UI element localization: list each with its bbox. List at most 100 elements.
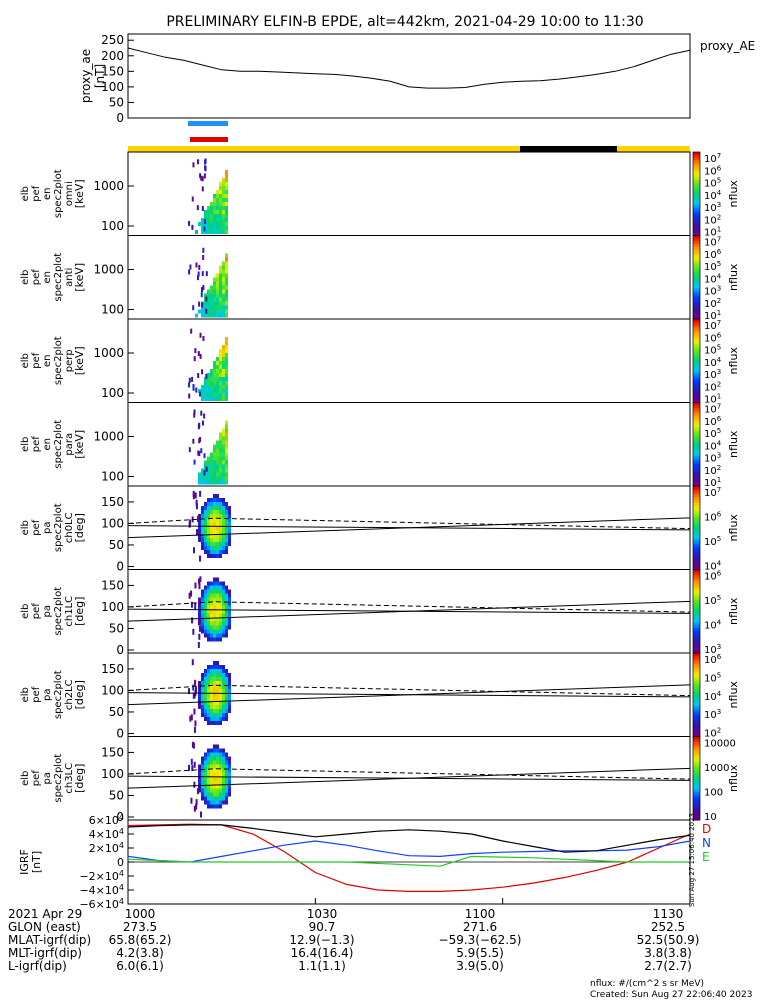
heatmap-cell	[207, 760, 210, 765]
heatmap-cell	[225, 170, 228, 174]
heatmap-cell	[222, 345, 225, 349]
ae-line	[127, 47, 691, 89]
heatmap-cell	[219, 788, 222, 793]
colorbar-cell	[693, 783, 700, 788]
heatmap-cell	[219, 265, 222, 270]
heatmap-cell	[207, 214, 210, 218]
colorbar-tick-label: 107	[704, 152, 721, 165]
heatmap-cell	[207, 800, 210, 805]
heatmap-cell	[213, 444, 216, 449]
colorbar-cell	[693, 797, 700, 802]
heatmap-cell	[222, 526, 225, 530]
colorbar-cell	[693, 152, 700, 156]
heatmap-cell	[195, 499, 198, 506]
colorbar-cell	[693, 794, 700, 799]
heatmap-cell	[201, 705, 204, 709]
heatmap-cell	[222, 776, 225, 781]
heatmap-cell	[201, 796, 204, 801]
colorbar-cell	[693, 388, 700, 392]
heatmap-cell	[225, 681, 228, 685]
heatmap-cell	[219, 530, 222, 534]
heatmap-cell	[213, 393, 216, 397]
heatmap-cell	[216, 476, 219, 481]
heatmap-cell	[219, 293, 222, 298]
heatmap-cell	[216, 589, 219, 594]
heatmap-cell	[219, 277, 222, 282]
colorbar-cell	[693, 277, 700, 281]
heatmap-cell	[219, 609, 222, 614]
heatmap-cell	[188, 688, 191, 695]
heatmap-cell	[216, 697, 219, 701]
heatmap-cell	[222, 534, 225, 538]
heatmap-cell	[219, 677, 222, 681]
heatmap-cell	[225, 685, 228, 689]
colorbar-frame	[692, 736, 701, 821]
panel-ylabel: [deg]	[73, 513, 86, 542]
heatmap-cell	[225, 289, 228, 294]
heatmap-cell	[219, 281, 222, 286]
heatmap-cell	[210, 677, 213, 681]
heatmap-cell	[204, 792, 207, 797]
heatmap-cell	[190, 758, 193, 765]
footer-row-label: GLON (east)	[8, 920, 81, 934]
heatmap-cell	[222, 625, 225, 630]
heatmap-cell	[225, 361, 228, 365]
heatmap-cell	[210, 456, 213, 461]
colorbar-cell	[693, 488, 700, 493]
heatmap-cell	[225, 456, 228, 461]
heatmap-cell	[219, 585, 222, 590]
ytick-label: 100	[101, 600, 124, 614]
colorbar-cell	[693, 580, 700, 584]
panel-ylabel: ch0LC	[64, 512, 75, 543]
heatmap-cell	[222, 369, 225, 373]
colorbar-tick-label: 106	[704, 415, 722, 428]
heatmap-cell	[216, 440, 219, 445]
heatmap-cell	[219, 381, 222, 385]
heatmap-cell	[213, 550, 216, 554]
heatmap-cell	[193, 726, 196, 733]
heatmap-cell	[204, 605, 207, 610]
heatmap-cell	[225, 713, 228, 717]
heatmap-cell	[225, 293, 228, 298]
heatmap-cell	[225, 717, 228, 721]
heatmap-cell	[210, 476, 213, 481]
heatmap-cell	[207, 373, 210, 377]
colorbar-cell	[693, 789, 700, 793]
heatmap-cell	[222, 472, 225, 477]
colorbar-cell	[693, 383, 700, 387]
heatmap-cell	[188, 521, 191, 528]
colorbar-cell	[693, 644, 700, 648]
heatmap-cell	[219, 681, 222, 685]
panel-ylabel: elb	[20, 520, 31, 535]
heatmap-cell	[207, 629, 210, 634]
heatmap-cell	[201, 768, 204, 773]
heatmap-cell	[219, 510, 222, 514]
footer-value: 52.5(50.9)	[637, 933, 700, 947]
heatmap-cell	[216, 190, 219, 194]
heatmap-cell	[219, 389, 222, 393]
colorbar-cell	[693, 165, 700, 170]
colorbar-cell	[693, 808, 700, 813]
heatmap-cell	[201, 472, 204, 477]
heatmap-cell	[219, 305, 222, 310]
colorbar-cell	[693, 547, 700, 551]
x-tick-label: 1130	[653, 907, 684, 921]
panel-ylabel: elb	[20, 604, 31, 619]
colorbar-cell	[693, 171, 700, 175]
heatmap-cell	[216, 464, 219, 469]
heatmap-cell	[225, 792, 228, 797]
heatmap-cell	[225, 397, 228, 401]
heatmap-cell	[216, 385, 219, 389]
colorbar-cell	[693, 291, 700, 295]
heatmap-cell	[198, 451, 201, 457]
colorbar-cell	[693, 168, 700, 172]
heatmap-cell	[225, 756, 228, 761]
heatmap-cell	[219, 613, 222, 618]
heatmap-cell	[196, 205, 199, 211]
heatmap-cell	[225, 752, 228, 757]
heatmap-cell	[210, 621, 213, 626]
colorbar-label: nflux	[727, 514, 740, 542]
